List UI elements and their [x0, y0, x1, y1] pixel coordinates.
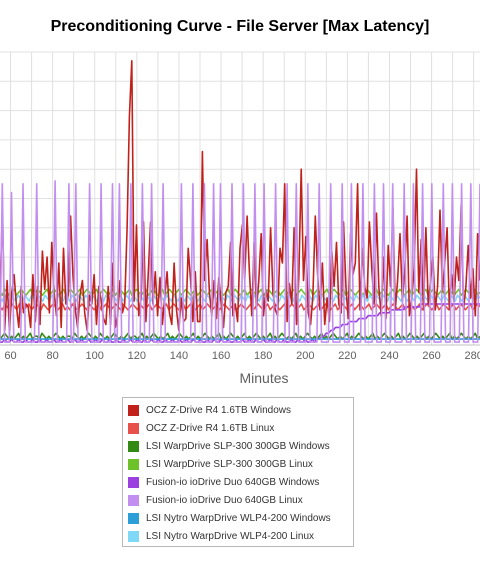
legend-label: LSI WarpDrive SLP-300 300GB Linux: [146, 459, 313, 470]
x-tick-label: 140: [170, 350, 188, 362]
legend-label: OCZ Z-Drive R4 1.6TB Linux: [146, 423, 274, 434]
x-tick-label: 80: [47, 350, 59, 362]
x-tick-label: 240: [380, 350, 398, 362]
legend-swatch: [128, 423, 139, 434]
legend-item[interactable]: OCZ Z-Drive R4 1.6TB Windows: [123, 401, 353, 419]
x-tick-label: 280: [465, 350, 480, 362]
legend-swatch: [128, 513, 139, 524]
legend-swatch: [128, 459, 139, 470]
legend-swatch: [128, 477, 139, 488]
series-line: [0, 295, 480, 301]
legend-swatch: [128, 441, 139, 452]
legend-item[interactable]: LSI WarpDrive SLP-300 300GB Linux: [123, 455, 353, 473]
legend-label: LSI WarpDrive SLP-300 300GB Windows: [146, 441, 330, 452]
legend-label: LSI Nytro WarpDrive WLP4-200 Linux: [146, 531, 314, 542]
series-lines: [0, 61, 480, 342]
x-axis-title: Minutes: [239, 370, 288, 386]
x-tick-label: 120: [128, 350, 146, 362]
x-tick-label: 260: [422, 350, 440, 362]
legend: OCZ Z-Drive R4 1.6TB Windows OCZ Z-Drive …: [122, 397, 354, 547]
x-tick-label: 160: [212, 350, 230, 362]
legend-label: LSI Nytro WarpDrive WLP4-200 Windows: [146, 513, 331, 524]
x-tick-labels: 60 80 100 120 140 160 180 200 220 240 260 280: [4, 350, 480, 362]
x-tick-label: 100: [86, 350, 104, 362]
legend-label: Fusion-io ioDrive Duo 640GB Linux: [146, 495, 303, 506]
legend-label: Fusion-io ioDrive Duo 640GB Windows: [146, 477, 319, 488]
x-tick-label: 60: [4, 350, 16, 362]
x-tick-label: 180: [254, 350, 272, 362]
x-tick-label: 220: [338, 350, 356, 362]
legend-item[interactable]: OCZ Z-Drive R4 1.6TB Linux: [123, 419, 353, 437]
legend-item[interactable]: LSI WarpDrive SLP-300 300GB Windows: [123, 437, 353, 455]
legend-item[interactable]: Fusion-io ioDrive Duo 640GB Linux: [123, 491, 353, 509]
x-tick-label: 200: [296, 350, 314, 362]
legend-item[interactable]: LSI Nytro WarpDrive WLP4-200 Linux: [123, 527, 353, 545]
legend-swatch: [128, 405, 139, 416]
legend-swatch: [128, 531, 139, 542]
series-line: [0, 289, 480, 295]
legend-item[interactable]: Fusion-io ioDrive Duo 640GB Windows: [123, 473, 353, 491]
series-line: [0, 333, 480, 339]
legend-swatch: [128, 495, 139, 506]
legend-label: OCZ Z-Drive R4 1.6TB Windows: [146, 405, 291, 416]
legend-item[interactable]: LSI Nytro WarpDrive WLP4-200 Windows: [123, 509, 353, 527]
